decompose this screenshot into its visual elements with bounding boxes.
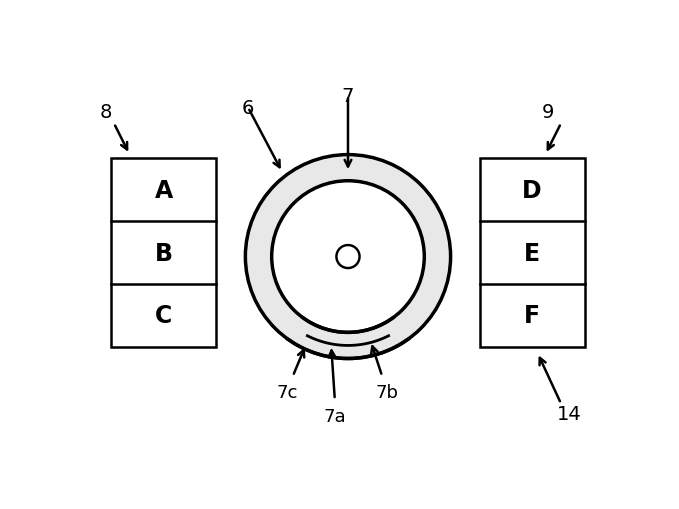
- Text: 7c: 7c: [277, 383, 298, 401]
- Text: B: B: [155, 241, 173, 265]
- Text: 8: 8: [100, 102, 112, 122]
- Text: 9: 9: [542, 102, 554, 122]
- Bar: [479, 159, 585, 347]
- Text: F: F: [524, 304, 540, 328]
- Ellipse shape: [272, 181, 424, 333]
- Text: 14: 14: [557, 404, 581, 423]
- Text: 7: 7: [342, 87, 354, 106]
- Bar: [111, 159, 217, 347]
- Text: 6: 6: [242, 99, 254, 118]
- Text: 7b: 7b: [376, 383, 399, 401]
- Text: A: A: [155, 179, 173, 203]
- Ellipse shape: [336, 245, 360, 269]
- Ellipse shape: [245, 155, 451, 359]
- Text: 7a: 7a: [323, 407, 346, 425]
- Text: C: C: [155, 304, 172, 328]
- Text: E: E: [524, 241, 540, 265]
- Text: D: D: [522, 179, 542, 203]
